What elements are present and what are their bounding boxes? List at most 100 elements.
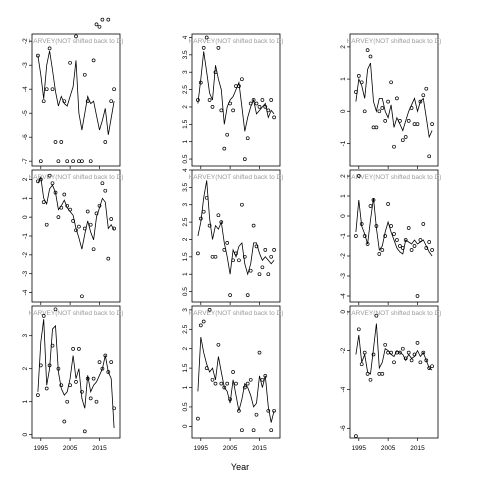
data-point — [266, 108, 271, 113]
data-point — [68, 60, 72, 65]
panel-title: HARVEY(NOT shifted back to D) — [189, 174, 284, 181]
data-point — [269, 428, 274, 433]
data-point — [403, 135, 408, 139]
y-tick-label: 0 — [340, 109, 347, 113]
data-point — [88, 159, 93, 164]
data-point — [222, 146, 227, 151]
data-point — [418, 238, 423, 242]
data-point — [266, 408, 271, 413]
data-point — [41, 314, 46, 318]
y-tick-label: 2 — [22, 177, 29, 181]
data-point — [196, 251, 200, 256]
panel-title: HARVEY(NOT shifted back to D) — [29, 310, 124, 317]
data-point — [392, 360, 396, 365]
data-point — [44, 386, 49, 391]
data-point — [56, 366, 61, 371]
data-point — [412, 244, 417, 248]
y-tick-label: 1.5 — [182, 252, 189, 261]
y-tick-label: 2 — [340, 45, 347, 49]
y-tick-label: -4 — [340, 293, 347, 299]
data-point — [251, 223, 256, 228]
data-point — [248, 268, 253, 273]
panel-title: HARVEY(NOT shifted back to D) — [29, 174, 124, 181]
data-point — [421, 93, 426, 98]
y-tick-label: -2 — [340, 347, 347, 353]
x-axis-layer: 1995 2005 2015 1995 2005 2015 1995 2005 2015 — [34, 445, 426, 452]
data-point — [386, 202, 390, 206]
data-point — [398, 119, 402, 123]
data-point — [41, 200, 46, 204]
data-point — [196, 98, 200, 102]
panel-frame — [191, 33, 281, 167]
data-point — [380, 372, 385, 376]
data-point — [359, 362, 364, 367]
data-point — [59, 383, 64, 388]
y-tick-label: 3.5 — [182, 182, 189, 191]
data-point — [272, 408, 276, 413]
data-point — [272, 248, 276, 252]
data-point — [269, 98, 274, 102]
data-point — [231, 370, 235, 374]
data-point — [213, 254, 218, 259]
data-point — [406, 119, 411, 123]
data-point — [91, 58, 96, 63]
data-point — [47, 173, 52, 178]
data-point — [80, 389, 84, 394]
data-point — [106, 17, 111, 22]
data-point — [409, 358, 414, 363]
data-point — [234, 251, 238, 256]
data-point — [424, 86, 429, 91]
data-point — [44, 222, 49, 227]
data-point — [38, 177, 43, 182]
panel: HARVEY(NOT shifted back to D) -1 0 1 2 — [340, 33, 441, 169]
data-point — [62, 99, 67, 104]
data-point — [430, 364, 434, 369]
data-point — [389, 80, 393, 85]
y-tick-label: 2 — [22, 367, 29, 371]
data-point — [82, 429, 87, 434]
fitted-line — [197, 337, 275, 423]
data-point — [251, 98, 256, 102]
data-point — [65, 399, 70, 404]
data-point — [371, 352, 376, 357]
data-point — [216, 342, 221, 347]
data-point — [198, 323, 203, 328]
y-tick-label: 0 — [22, 433, 29, 437]
data-point — [97, 203, 102, 208]
data-point — [201, 319, 206, 324]
data-point — [207, 223, 212, 228]
y-tick-label: 0 — [182, 424, 189, 428]
y-tick-label: 2 — [182, 105, 189, 109]
data-point — [68, 207, 72, 212]
data-point — [225, 132, 230, 137]
data-point — [377, 372, 382, 376]
data-point — [198, 216, 203, 221]
data-point — [112, 87, 116, 92]
y-tick-label: -7 — [22, 158, 29, 164]
x-tick-label: 2005 — [381, 445, 396, 452]
data-point — [406, 350, 411, 355]
data-point — [219, 381, 224, 386]
data-point — [112, 226, 116, 231]
data-point — [225, 381, 230, 386]
data-point — [240, 428, 244, 433]
data-point — [415, 341, 420, 345]
data-point — [204, 195, 209, 200]
y-tick-label: 2 — [340, 174, 347, 178]
x-tick-label: 1995 — [352, 445, 367, 452]
y-tick-label: 4 — [182, 35, 189, 39]
data-point — [237, 84, 241, 88]
data-point — [219, 220, 224, 224]
data-point — [257, 105, 262, 109]
panel: HARVEY(NOT shifted back to D) -4 -3 -2 -1 0 1 2 — [22, 169, 124, 305]
panel-frame — [349, 305, 439, 439]
data-point — [392, 232, 396, 236]
panel-frame — [31, 33, 121, 167]
data-point — [53, 140, 58, 144]
data-point — [356, 174, 361, 178]
y-tick-label: -1 — [340, 140, 347, 146]
fitted-line — [37, 319, 115, 429]
data-point — [412, 122, 417, 126]
data-point — [356, 327, 361, 332]
data-point — [106, 370, 111, 374]
